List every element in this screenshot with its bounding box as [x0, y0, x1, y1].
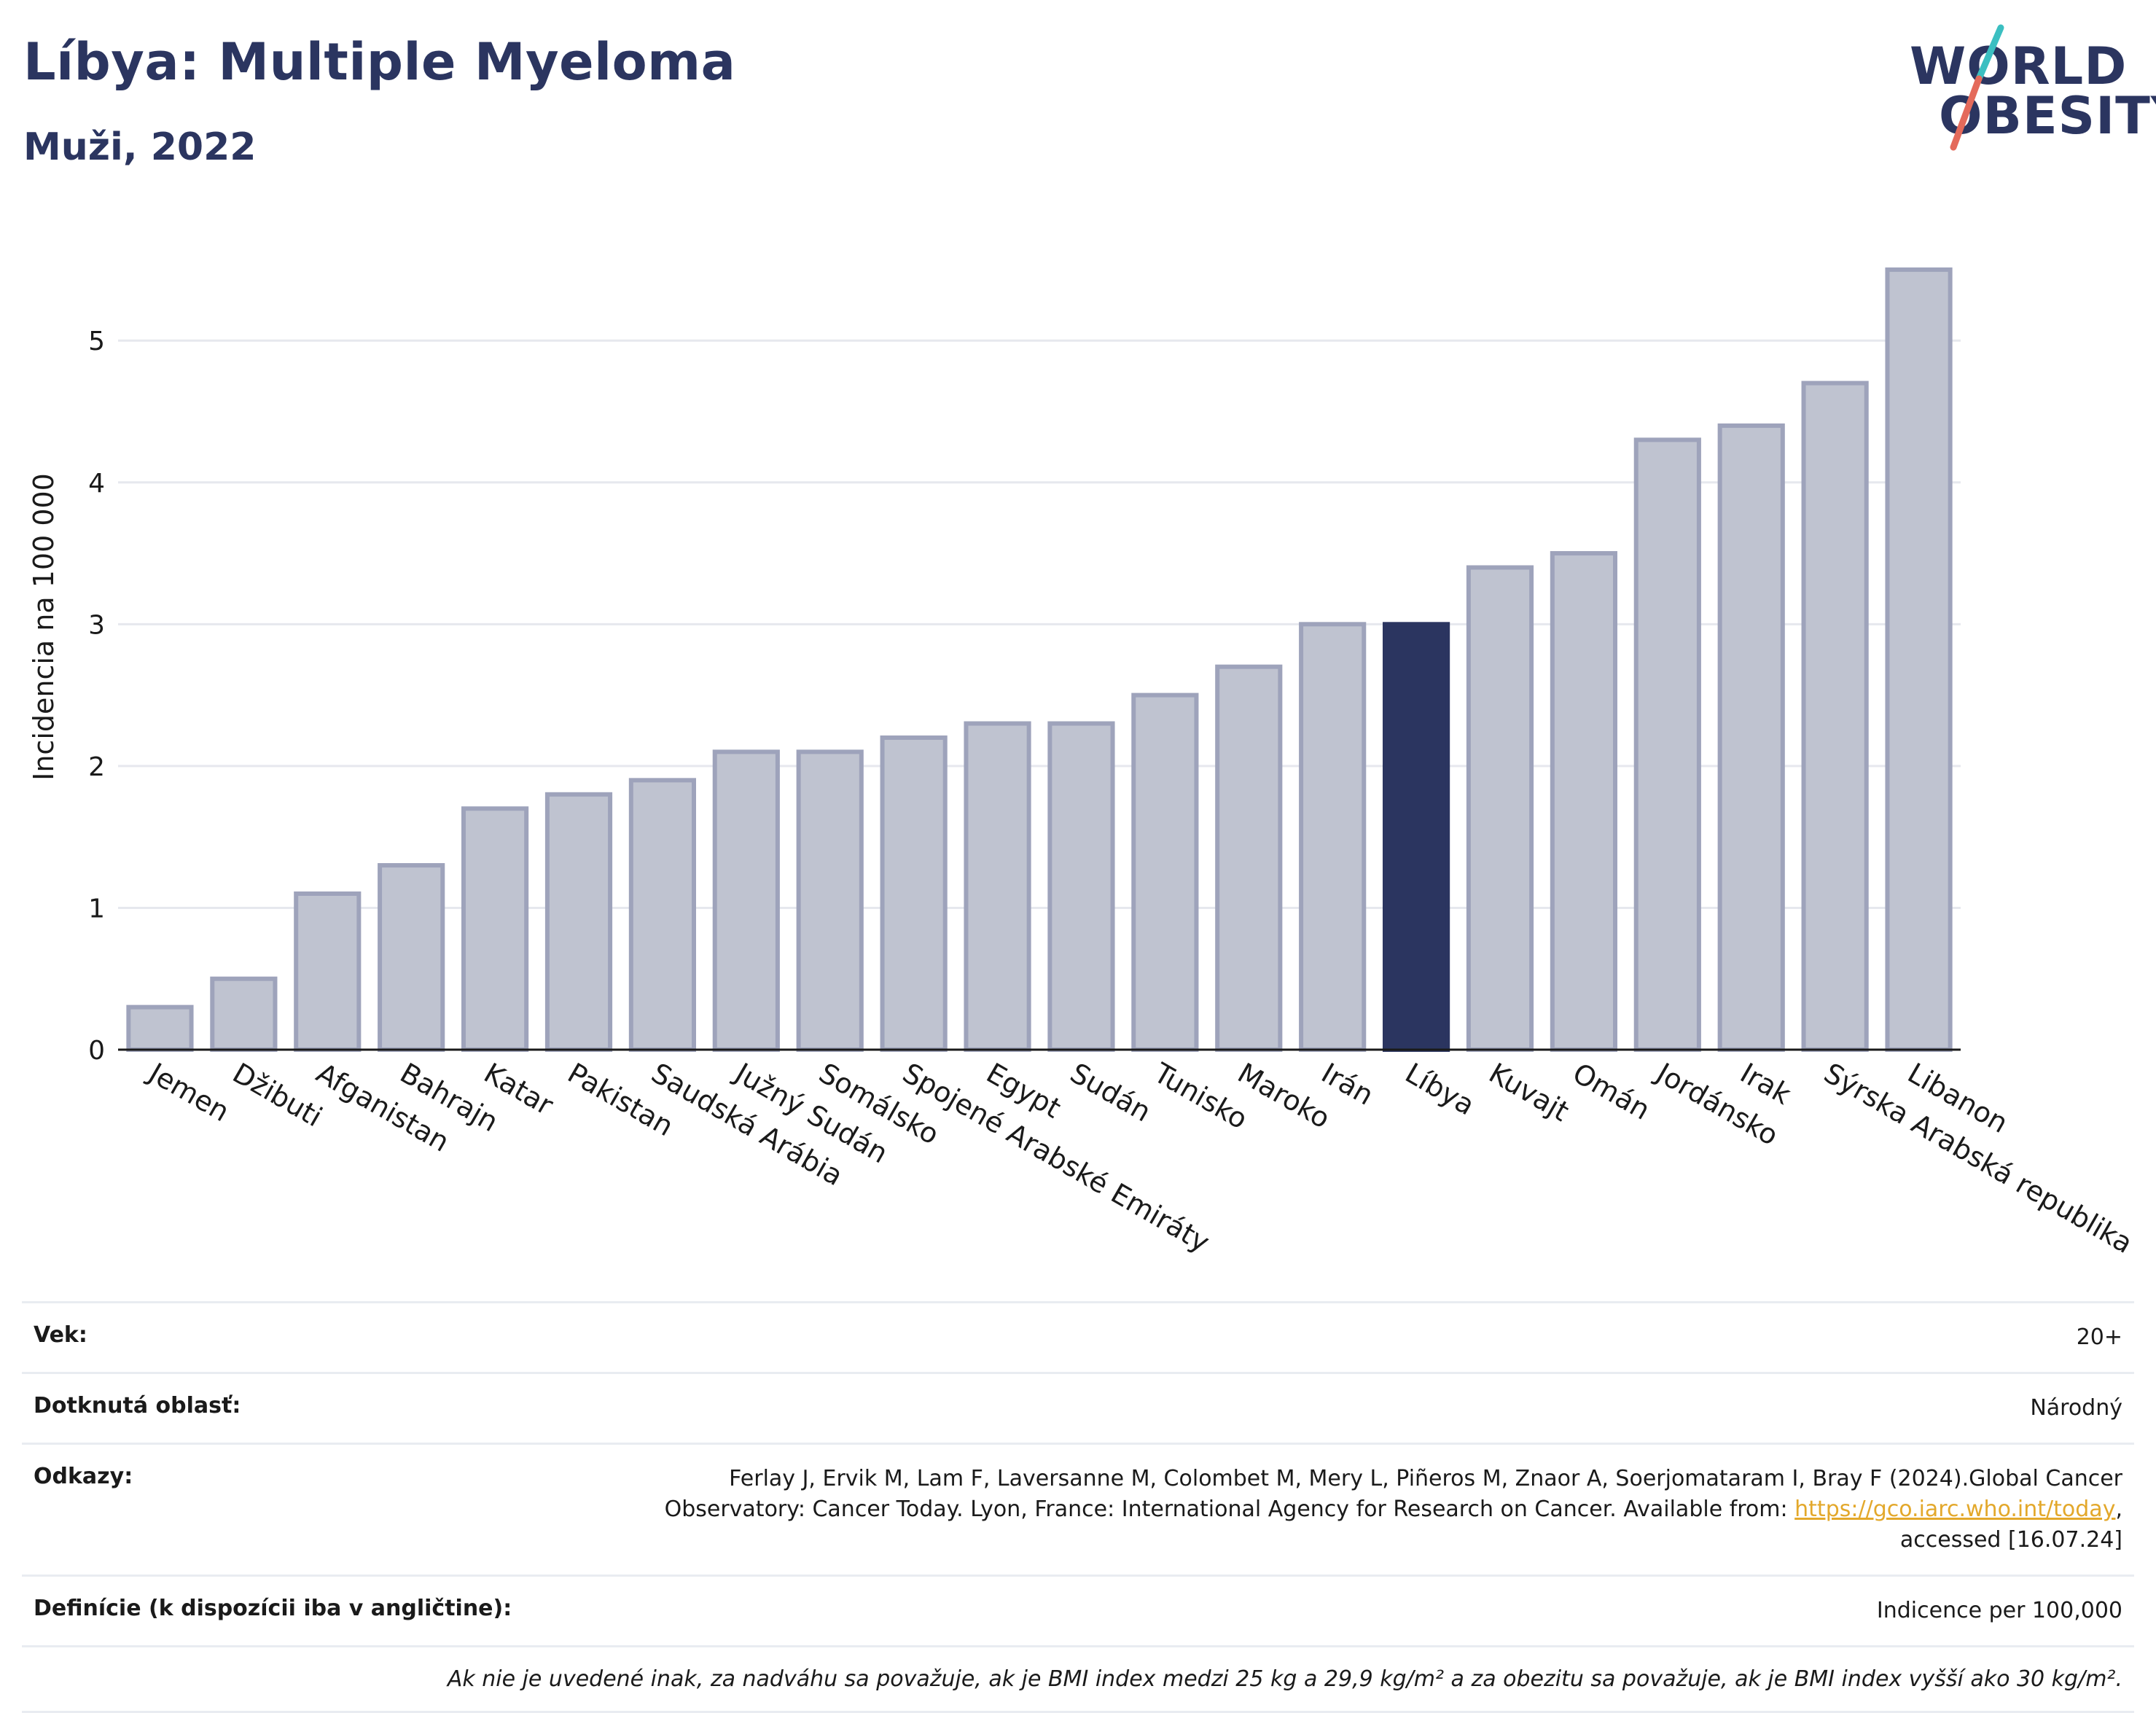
bar-somálsko [796, 749, 864, 1053]
bar-jordánsko [1633, 437, 1701, 1052]
y-tick-label: 4 [88, 469, 105, 499]
info-table: Vek: 20+ Dotknutá oblasť: Národný Odkazy… [22, 1301, 2134, 1713]
x-tick-label: Omán [1567, 1057, 1655, 1126]
page-subtitle: Muži, 2022 [23, 125, 257, 169]
bar-saudská-arábia [628, 778, 696, 1052]
references-text-1: Ferlay J, Ervik M, Lam F, Laversanne M, … [729, 1466, 2122, 1491]
references-link[interactable]: https://gco.iarc.who.int/today [1794, 1497, 2116, 1522]
y-tick-label: 2 [88, 752, 105, 782]
bar-katar [461, 806, 529, 1052]
info-row-definitions: Definície (k dispozícii iba v angličtine… [22, 1575, 2134, 1645]
logo-text-line1: WORLD [1910, 36, 2128, 96]
area-label: Dotknutá oblasť: [34, 1393, 241, 1419]
bar-chart: 012345JemenDžibutiAfganistanBahrajnKatar… [88, 267, 2138, 1260]
bar-irak [1717, 423, 1785, 1052]
bar-irán [1299, 622, 1367, 1052]
references-value: Ferlay J, Ervik M, Lam F, Laversanne M, … [664, 1466, 2122, 1553]
bmi-note: Ak nie je uvedené inak, za nadváhu sa po… [447, 1666, 2122, 1692]
bar-sudán [1047, 721, 1115, 1053]
age-label: Vek: [34, 1322, 87, 1348]
bar-bahrajn [378, 863, 445, 1053]
definitions-value: Indicence per 100,000 [1876, 1598, 2122, 1623]
info-row-area: Dotknutá oblasť: Národný [22, 1372, 2134, 1443]
info-row-references: Odkazy: Ferlay J, Ervik M, Lam F, Lavers… [22, 1443, 2134, 1575]
bar-jemen [126, 1004, 194, 1053]
definitions-label: Definície (k dispozícii iba v angličtine… [34, 1596, 512, 1621]
world-obesity-logo: WORLD OBESITY [1902, 22, 2156, 153]
bar-džibuti [210, 976, 278, 1052]
age-value: 20+ [2076, 1324, 2122, 1350]
bar-spojené-arabské-emiráty [880, 735, 948, 1052]
x-tick-label: Kuvajt [1484, 1057, 1574, 1128]
bar-pakistan [544, 792, 613, 1053]
references-label: Odkazy: [34, 1464, 133, 1489]
bar-južný-sudán [712, 749, 780, 1053]
references-text-2: Observatory: Cancer Today. Lyon, France:… [664, 1497, 1788, 1522]
y-tick-label: 3 [88, 610, 105, 640]
bar-libanon [1885, 267, 1953, 1053]
x-tick-label: Maroko [1233, 1057, 1336, 1135]
x-tick-label: Líbya [1400, 1057, 1480, 1122]
info-row-age: Vek: 20+ [22, 1301, 2134, 1372]
bar-sýrska-arabská-republika [1801, 381, 1869, 1052]
x-tick-label: Jemen [142, 1056, 235, 1128]
x-tick-label: Sudán [1065, 1057, 1157, 1128]
y-tick-label: 5 [88, 327, 105, 356]
logo-slash-icon [1950, 24, 2004, 151]
bar-líbya [1383, 622, 1450, 1052]
x-tick-label: Sýrska Arabská republika [1819, 1057, 2138, 1260]
bar-afganistan [294, 891, 362, 1053]
bar-tunisko [1131, 692, 1199, 1052]
references-text-3: accessed [16.07.24] [1899, 1527, 2122, 1553]
info-row-note: Ak nie je uvedené inak, za nadváhu sa po… [22, 1645, 2134, 1713]
area-value: Národný [2030, 1395, 2122, 1421]
bar-maroko [1215, 664, 1283, 1052]
x-tick-label: Tunisko [1148, 1056, 1253, 1136]
x-tick-label: Džibuti [227, 1057, 328, 1133]
bar-omán [1550, 551, 1617, 1052]
y-tick-label: 0 [88, 1036, 105, 1066]
page-title: Líbya: Multiple Myeloma [23, 32, 736, 92]
bar-kuvajt [1466, 565, 1534, 1053]
bar-egypt [964, 721, 1031, 1053]
y-tick-label: 1 [88, 894, 105, 924]
